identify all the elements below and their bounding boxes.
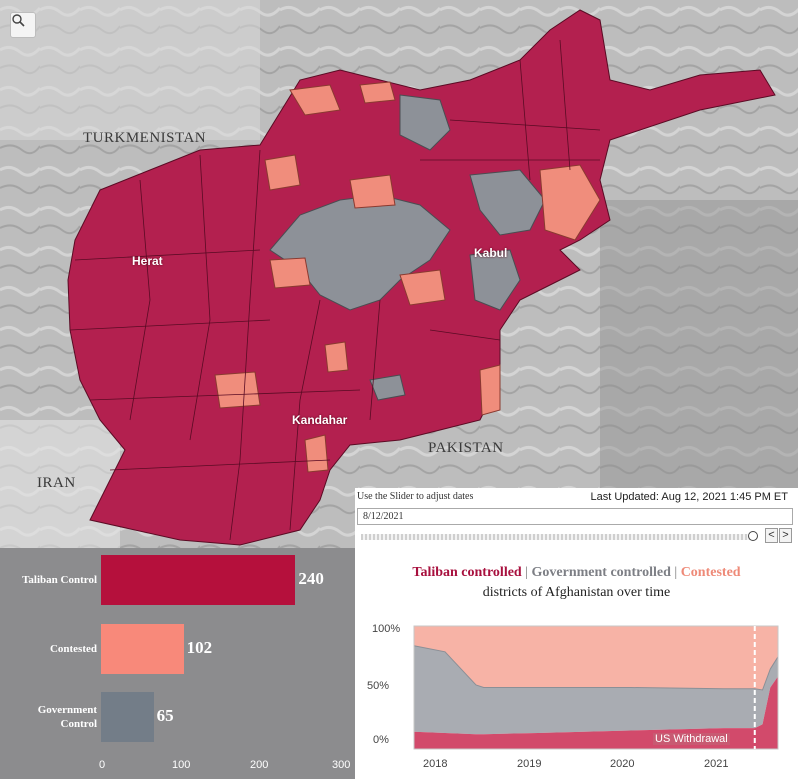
area-series-contested[interactable]	[414, 626, 778, 690]
district-count-bar-chart: Taliban Control 240 Contested 102 Government…	[0, 548, 355, 779]
area-series-government-controlled[interactable]	[414, 645, 778, 735]
bar-label: Taliban Control	[22, 574, 97, 586]
last-updated-text: Last Updated: Aug 12, 2021 1:45 PM ET	[590, 491, 788, 503]
city-label-kabul: Kabul	[474, 246, 508, 260]
x-tick-2020: 2020	[610, 758, 635, 770]
y-tick-0: 0%	[373, 734, 389, 746]
country-label-pakistan: PAKISTAN	[428, 440, 504, 456]
contested-region-8	[214, 371, 261, 409]
area-series-taliban-controlled[interactable]	[414, 676, 778, 749]
contested-region-6	[399, 269, 446, 306]
bar-label: Contested	[49, 643, 97, 655]
legend-government: Government controlled	[531, 565, 671, 580]
y-tick-50: 50%	[367, 680, 390, 692]
date-slider-thumb[interactable]	[748, 531, 758, 541]
government-boundary-line	[413, 645, 779, 691]
district-borders	[69, 39, 601, 541]
country-label-iran: IRAN	[37, 475, 76, 491]
bar-value-label: 65	[156, 706, 174, 725]
date-slider-panel: Use the Slider to adjust dates Last Upda…	[355, 488, 798, 548]
date-slider-track[interactable]	[361, 534, 753, 540]
government-region-center	[269, 194, 451, 311]
y-tick-100: 100%	[372, 623, 401, 635]
contested-region-7	[539, 164, 601, 241]
bar-label: Government Control	[37, 704, 97, 730]
x-tick-0: 0	[99, 759, 106, 771]
map-svg	[0, 0, 798, 548]
bar-government-control[interactable]	[101, 692, 154, 742]
x-tick-2018: 2018	[423, 758, 448, 770]
chart-subtitle: districts of Afghanistan over time	[482, 585, 671, 600]
bar-taliban-control[interactable]	[101, 555, 296, 605]
legend-title: Taliban controlled | Government controll…	[355, 565, 798, 581]
x-tick-100: 100	[172, 759, 191, 771]
x-tick-300: 300	[332, 759, 351, 771]
prev-date-button[interactable]: <	[765, 528, 778, 543]
search-icon	[12, 14, 25, 27]
x-tick-2021: 2021	[704, 758, 729, 770]
government-region-northeast	[469, 169, 546, 236]
slider-hint-text: Use the Slider to adjust dates	[357, 491, 474, 502]
government-region-south	[369, 374, 406, 401]
plot-frame	[413, 625, 779, 750]
bar-contested[interactable]	[101, 624, 184, 674]
contested-region-5	[269, 257, 311, 289]
area-chart-svg	[413, 625, 779, 750]
government-region-kabul	[469, 249, 521, 311]
contested-region-3	[264, 154, 301, 191]
date-field[interactable]: 8/12/2021	[357, 508, 793, 525]
city-label-kandahar: Kandahar	[292, 413, 348, 427]
city-label-herat: Herat	[132, 254, 163, 268]
contested-region-9	[479, 364, 501, 416]
us-withdrawal-annotation: US Withdrawal	[653, 733, 730, 745]
contested-region-10	[324, 341, 349, 373]
control-over-time-area-chart[interactable]: 100% 50% 0% 2018 2019 2020 2021 US Withd…	[355, 614, 798, 779]
contested-region-11	[304, 434, 329, 473]
x-tick-200: 200	[250, 759, 269, 771]
country-label-turkmenistan: TURKMENISTAN	[83, 130, 207, 146]
legend-taliban: Taliban controlled	[412, 565, 522, 580]
bar-value-label: 102	[186, 638, 213, 657]
contested-region-2	[359, 81, 396, 104]
area-chart-title: Taliban controlled | Government controll…	[355, 548, 798, 614]
contested-region-1	[289, 84, 341, 116]
government-region-north	[399, 94, 451, 151]
contested-region-4	[349, 174, 396, 209]
legend-contested: Contested	[680, 565, 741, 580]
x-tick-2019: 2019	[517, 758, 542, 770]
map-search-button[interactable]	[10, 12, 36, 38]
bar-value-label: 240	[298, 569, 324, 588]
legend-separator: |	[521, 565, 532, 580]
legend-separator: |	[670, 565, 681, 580]
next-date-button[interactable]: >	[779, 528, 792, 543]
afghanistan-district-map[interactable]: TURKMENISTAN IRAN PAKISTAN Herat Kabul K…	[0, 0, 798, 548]
